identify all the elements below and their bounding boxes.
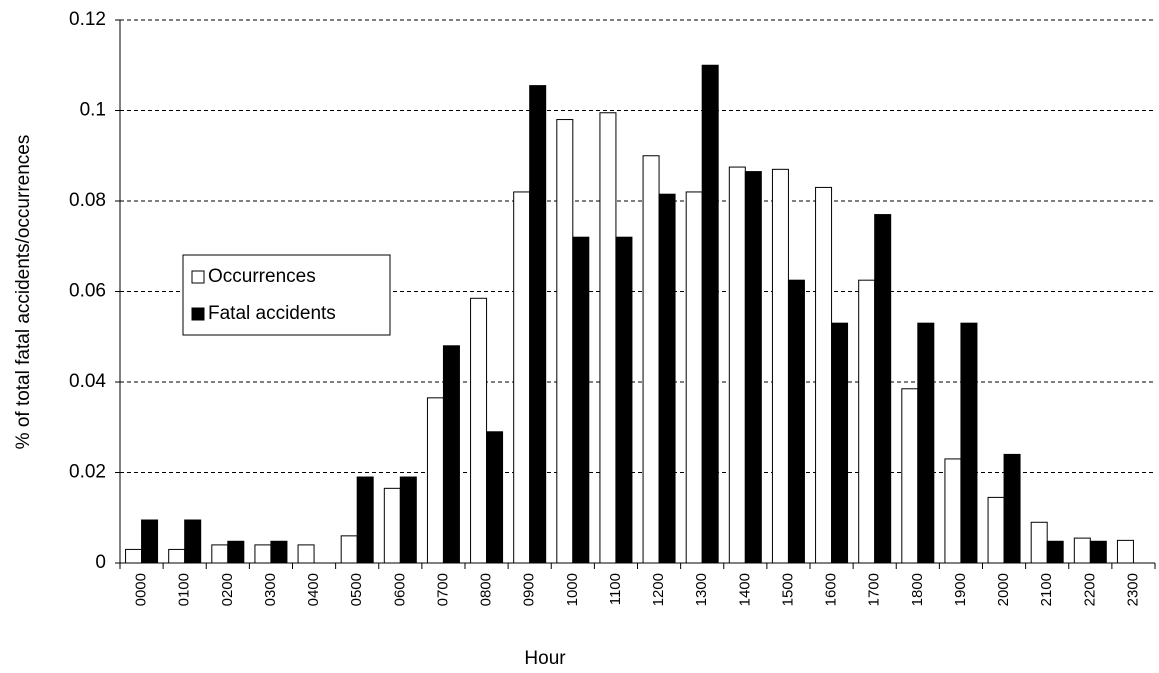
bar xyxy=(987,496,1005,564)
x-tick-label: 2300 xyxy=(1124,573,1141,606)
bar xyxy=(1030,521,1048,564)
x-tick-label: 0300 xyxy=(262,573,279,606)
x-tick-label: 1300 xyxy=(693,573,710,606)
x-tick-label: 0000 xyxy=(133,573,150,606)
bar xyxy=(442,345,460,564)
y-tick-label: 0.02 xyxy=(69,462,106,483)
bar xyxy=(270,540,288,564)
x-tick-label: 0800 xyxy=(478,573,495,606)
legend-label: Fatal accidents xyxy=(208,303,336,324)
x-tick-label: 1200 xyxy=(650,573,667,606)
bar xyxy=(1089,540,1107,564)
bar xyxy=(599,112,617,564)
y-tick-label: 0.04 xyxy=(69,371,106,392)
bar xyxy=(383,487,401,564)
bar xyxy=(1003,453,1021,564)
y-tick-label: 0.08 xyxy=(69,190,106,211)
bar xyxy=(399,476,417,564)
bar xyxy=(658,193,676,564)
x-tick-label: 0100 xyxy=(176,573,193,606)
bar xyxy=(486,431,504,564)
bar xyxy=(701,64,719,564)
bar xyxy=(615,236,633,564)
bar xyxy=(125,548,143,564)
bar xyxy=(1046,540,1064,564)
x-tick-label: 1700 xyxy=(866,573,883,606)
bar xyxy=(297,544,315,564)
bar xyxy=(901,388,919,564)
bar xyxy=(227,540,245,564)
y-tick-label: 0.12 xyxy=(69,9,106,30)
bar xyxy=(513,191,531,564)
legend-box xyxy=(182,254,391,336)
bar xyxy=(1116,539,1134,564)
y-tick-label: 0.1 xyxy=(80,100,106,121)
bar xyxy=(787,279,805,564)
bar xyxy=(960,322,978,564)
x-axis-label: Hour xyxy=(524,648,566,669)
legend-label: Occurrences xyxy=(208,266,316,287)
y-tick-label: 0 xyxy=(95,552,106,573)
bar xyxy=(728,166,746,564)
y-tick-label: 0.06 xyxy=(69,281,106,302)
x-tick-label: 0400 xyxy=(305,573,322,606)
bar xyxy=(771,168,789,564)
x-tick-label: 1100 xyxy=(607,573,624,605)
bar xyxy=(168,548,186,564)
legend-swatch xyxy=(191,270,205,284)
x-tick-label: 0200 xyxy=(219,573,236,606)
bar xyxy=(1073,537,1091,564)
bar xyxy=(356,476,374,564)
y-axis-label: % of total fatal accidents/occurrences xyxy=(13,135,34,450)
bar xyxy=(744,171,762,564)
bar xyxy=(340,535,358,564)
legend-swatch xyxy=(191,307,205,321)
bar xyxy=(254,544,272,564)
bar xyxy=(184,519,202,564)
x-tick-label: 1900 xyxy=(952,573,969,606)
bar xyxy=(917,322,935,564)
x-tick-label: 0700 xyxy=(434,573,451,606)
x-tick-label: 0600 xyxy=(391,573,408,606)
bar xyxy=(211,544,229,564)
bar xyxy=(858,279,876,564)
bar xyxy=(141,519,159,564)
x-tick-label: 1800 xyxy=(909,573,926,606)
x-tick-label: 0500 xyxy=(348,573,365,606)
bar xyxy=(572,236,590,564)
bar xyxy=(944,458,962,564)
bar xyxy=(556,119,574,564)
x-tick-label: 1000 xyxy=(564,573,581,606)
bar xyxy=(642,155,660,564)
bar xyxy=(426,397,444,564)
bar xyxy=(470,297,488,564)
x-tick-label: 1400 xyxy=(736,573,753,606)
bar xyxy=(874,214,892,564)
x-tick-label: 2100 xyxy=(1038,573,1055,606)
x-tick-label: 2000 xyxy=(995,573,1012,606)
bar xyxy=(529,85,547,564)
bar xyxy=(815,186,833,564)
x-tick-label: 0900 xyxy=(521,573,538,606)
x-tick-label: 1600 xyxy=(823,573,840,606)
x-tick-label: 1500 xyxy=(779,573,796,606)
bar xyxy=(831,322,849,564)
bar xyxy=(685,191,703,564)
x-tick-label: 2200 xyxy=(1081,573,1098,606)
